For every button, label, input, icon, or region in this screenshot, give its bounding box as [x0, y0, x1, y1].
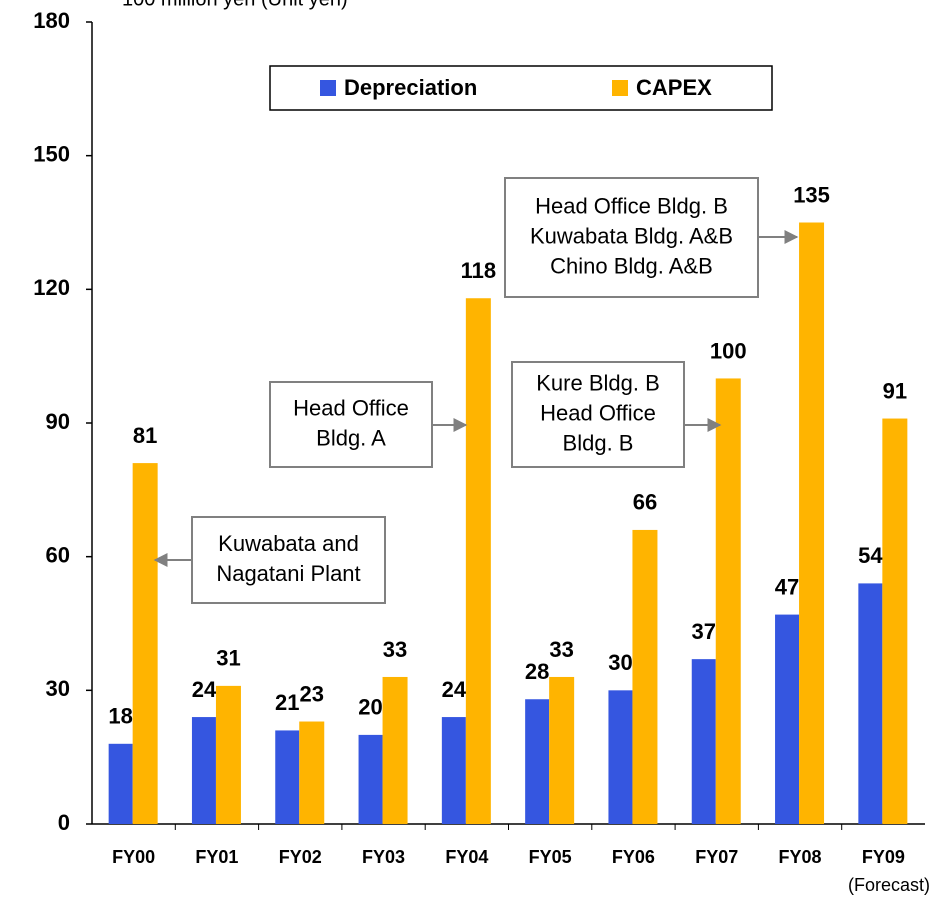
- y-tick-label: 0: [58, 810, 70, 835]
- bar: [382, 676, 408, 824]
- annotation-text: Head Office: [540, 400, 656, 425]
- x-tick-label: FY09: [862, 847, 905, 867]
- bar: [358, 734, 383, 824]
- bar: [108, 743, 133, 824]
- data-label: 66: [633, 490, 657, 515]
- annotation-text: Kure Bldg. B: [536, 370, 660, 395]
- bar: [525, 699, 550, 824]
- bar: [132, 463, 158, 824]
- legend-label: Depreciation: [344, 75, 477, 100]
- x-tick-label: FY07: [695, 847, 738, 867]
- data-label: 33: [549, 637, 573, 662]
- legend-swatch: [612, 80, 628, 96]
- data-label: 30: [608, 650, 632, 675]
- legend-box: [269, 65, 773, 111]
- data-label: 23: [300, 681, 324, 706]
- annotation: Head Office Bldg. B Kuwabata Bldg. A&B Chi…: [504, 177, 799, 298]
- data-label: 54: [858, 543, 883, 568]
- legend: Depreciation CAPEX: [269, 65, 773, 111]
- annotation-text: Bldg. A: [316, 425, 386, 450]
- data-label: 24: [442, 677, 467, 702]
- bar: [775, 614, 800, 824]
- x-tick-label: FY03: [362, 847, 405, 867]
- annotation-box: [511, 361, 685, 468]
- data-label: 118: [461, 258, 497, 283]
- x-tick-label: FY02: [279, 847, 322, 867]
- y-tick-label: 60: [46, 542, 70, 567]
- bar: [858, 583, 883, 824]
- x-tick-label: FY01: [195, 847, 238, 867]
- annotation-box: [504, 177, 759, 298]
- data-label: 21: [275, 690, 299, 715]
- legend-label: CAPEX: [636, 75, 712, 100]
- y-axis-label: 100 million yen (Unit yen): [122, 0, 348, 10]
- annotation-text: Bldg. B: [563, 430, 634, 455]
- bar: [441, 717, 466, 824]
- annotation-box: [191, 516, 386, 604]
- y-tick-label: 90: [46, 409, 70, 434]
- x-tick-label: FY06: [612, 847, 655, 867]
- x-note: (Forecast): [848, 875, 930, 895]
- y-tick-label: 30: [46, 676, 70, 701]
- annotation: Kure Bldg. B Head Office Bldg. B: [511, 361, 722, 468]
- bar: [275, 730, 300, 824]
- bar: [715, 378, 741, 824]
- data-label: 91: [883, 378, 907, 403]
- annotation-text: Kuwabata Bldg. A&B: [530, 223, 733, 248]
- x-tick-label: FY00: [112, 847, 155, 867]
- bar: [465, 298, 491, 824]
- annotation-text: Head Office: [293, 395, 409, 420]
- data-label: 33: [383, 637, 407, 662]
- annotation-text: Kuwabata and: [218, 531, 359, 556]
- y-tick-label: 180: [33, 8, 70, 33]
- data-label: 31: [216, 646, 240, 671]
- x-tick-label: FY05: [529, 847, 572, 867]
- y-tick-label: 120: [33, 275, 70, 300]
- bar: [882, 418, 908, 824]
- bar: [549, 676, 575, 824]
- bar: [191, 717, 216, 824]
- x-tick-label: FY04: [445, 847, 488, 867]
- bar: [799, 222, 825, 824]
- data-label: 37: [692, 619, 716, 644]
- bar: [632, 529, 658, 824]
- annotation-text: Nagatani Plant: [216, 561, 360, 586]
- annotation: Kuwabata and Nagatani Plant: [153, 516, 386, 604]
- data-label: 24: [192, 677, 217, 702]
- annotation-box: [269, 381, 433, 468]
- data-label: 20: [358, 695, 382, 720]
- data-label: 135: [793, 182, 830, 207]
- annotation: Head Office Bldg. A: [269, 381, 468, 468]
- data-label: 18: [108, 704, 132, 729]
- bar: [691, 659, 716, 824]
- bar: [608, 690, 633, 824]
- bar: [215, 685, 241, 824]
- y-tick-label: 150: [33, 141, 70, 166]
- data-label: 100: [710, 338, 747, 363]
- x-tick-label: FY08: [779, 847, 822, 867]
- bar: [299, 721, 325, 824]
- data-label: 47: [775, 574, 799, 599]
- data-label: 81: [133, 423, 157, 448]
- data-label: 28: [525, 659, 549, 684]
- annotation-text: Chino Bldg. A&B: [550, 253, 713, 278]
- legend-swatch: [320, 80, 336, 96]
- annotation-text: Head Office Bldg. B: [535, 193, 728, 218]
